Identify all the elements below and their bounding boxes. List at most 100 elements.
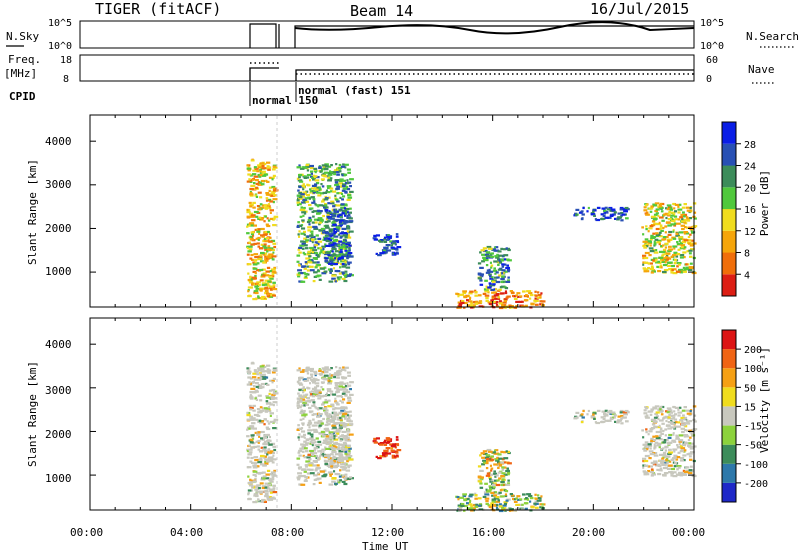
- scatter-cell: [687, 445, 693, 448]
- scatter-cell: [489, 478, 492, 481]
- scatter-cell: [624, 411, 630, 414]
- scatter-cell: [373, 234, 377, 237]
- scatter-cell: [301, 414, 307, 417]
- scatter-cell: [249, 212, 254, 215]
- scatter-cell: [377, 457, 382, 460]
- scatter-cell: [308, 216, 312, 219]
- scatter-cell: [271, 176, 275, 179]
- scatter-cell: [253, 175, 259, 178]
- scatter-cell: [341, 401, 344, 404]
- scatter-cell: [269, 414, 272, 417]
- scatter-cell: [485, 502, 489, 505]
- scatter-cell: [333, 227, 338, 231]
- freq-unit-label: [MHz]: [4, 67, 37, 80]
- scatter-cell: [347, 211, 352, 214]
- scatter-cell: [341, 245, 346, 248]
- scatter-cell: [269, 491, 273, 494]
- scatter-cell: [601, 207, 606, 210]
- scatter-cell: [592, 413, 595, 416]
- scatter-cell: [500, 285, 506, 288]
- scatter-cell: [303, 267, 307, 270]
- scatter-cell: [340, 243, 344, 246]
- scatter-cell: [268, 456, 274, 459]
- scatter-cell: [342, 390, 348, 393]
- scatter-cell: [298, 454, 302, 457]
- scatter-cell: [477, 497, 482, 500]
- scatter-cell: [581, 213, 585, 216]
- scatter-cell: [302, 391, 305, 394]
- scatter-cell: [264, 248, 268, 251]
- scatter-cell: [660, 469, 663, 472]
- scatter-cell: [333, 442, 338, 445]
- scatter-cell: [266, 250, 269, 253]
- velocity-ytick-3000: 3000: [45, 384, 72, 397]
- scatter-cell: [346, 428, 350, 431]
- scatter-cell: [692, 428, 698, 431]
- scatter-cell: [247, 466, 252, 469]
- scatter-cell: [654, 405, 660, 408]
- scatter-cell: [250, 231, 255, 234]
- scatter-cell: [325, 191, 331, 194]
- scatter-cell: [650, 474, 654, 477]
- scatter-cell: [345, 469, 351, 472]
- scatter-cell: [298, 376, 303, 380]
- scatter-cell: [501, 263, 505, 266]
- scatter-cell: [249, 179, 252, 182]
- scatter-cell: [470, 505, 473, 508]
- scatter-cell: [325, 237, 331, 240]
- scatter-cell: [312, 225, 317, 228]
- scatter-cell: [256, 433, 261, 436]
- scatter-cell: [303, 456, 307, 459]
- scatter-cell: [261, 367, 265, 370]
- scatter-cell: [314, 378, 318, 381]
- scatter-cell: [322, 401, 325, 404]
- scatter-cell: [495, 496, 500, 499]
- scatter-cell: [298, 192, 303, 195]
- scatter-cell: [676, 253, 681, 256]
- scatter-cell: [271, 461, 275, 464]
- scatter-cell: [515, 305, 519, 308]
- scatter-cell: [332, 242, 337, 245]
- scatter-cell: [488, 476, 492, 479]
- scatter-cell: [309, 230, 314, 233]
- scatter-cell: [493, 246, 496, 249]
- scatter-cell: [333, 435, 336, 438]
- scatter-cell: [345, 212, 348, 215]
- scatter-cell: [341, 392, 346, 395]
- scatter-cell: [332, 252, 336, 255]
- scatter-cell: [296, 369, 302, 372]
- scatter-cell: [259, 377, 263, 380]
- velocity-cbar-ticklabel: 15: [744, 402, 756, 413]
- scatter-cell: [342, 398, 346, 401]
- scatter-cell: [481, 463, 485, 466]
- scatter-cell: [665, 252, 671, 255]
- scatter-cell: [321, 168, 326, 171]
- scatter-cell: [493, 503, 496, 506]
- scatter-cell: [659, 216, 664, 219]
- scatter-cell: [643, 256, 649, 260]
- scatter-cell: [269, 473, 273, 476]
- scatter-cell: [479, 279, 483, 282]
- scatter-cell: [313, 430, 319, 433]
- scatter-cell: [642, 233, 645, 236]
- scatter-cell: [524, 507, 528, 510]
- scatter-cell: [312, 413, 317, 416]
- scatter-cell: [677, 408, 680, 411]
- scatter-cell: [687, 239, 692, 242]
- scatter-cell: [580, 413, 584, 416]
- scatter-cell: [377, 254, 382, 257]
- scatter-cell: [313, 455, 317, 458]
- scatter-cell: [659, 225, 663, 228]
- velocity-cbar-segment: [722, 387, 736, 407]
- scatter-cell: [481, 476, 484, 479]
- scatter-cell: [681, 409, 686, 412]
- scatter-cell: [269, 211, 272, 214]
- scatter-cell: [498, 457, 503, 460]
- scatter-cell: [330, 453, 333, 456]
- scatter-cell: [682, 473, 687, 476]
- xtick-2000: 20:00: [572, 526, 605, 539]
- scatter-cell: [335, 204, 341, 207]
- scatter-cell: [248, 427, 251, 430]
- scatter-cell: [645, 428, 648, 431]
- scatter-cell: [660, 405, 665, 409]
